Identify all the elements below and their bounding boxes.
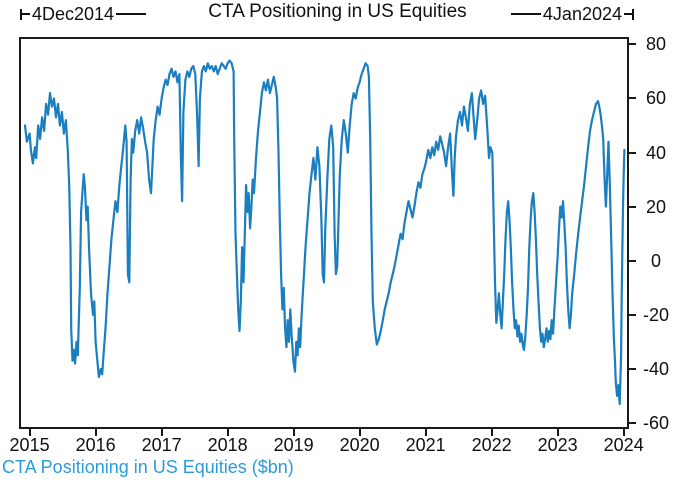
y-axis-tick-label: 40 — [645, 142, 667, 163]
range-start-line — [22, 13, 30, 15]
x-axis-tick — [28, 429, 31, 436]
range-start-cap — [20, 8, 22, 20]
y-axis-tick-label: 80 — [645, 34, 667, 55]
range-end-label: 4Jan2024 — [542, 4, 622, 24]
y-axis-tick — [629, 367, 636, 370]
series-line — [23, 59, 626, 406]
x-axis-tick — [622, 429, 625, 436]
x-axis-tick — [292, 429, 295, 436]
series-line-svg — [23, 59, 626, 406]
x-axis-tick — [424, 429, 427, 436]
x-axis-tick — [94, 429, 97, 436]
x-axis-tick — [556, 429, 559, 436]
range-end-line-tail — [510, 13, 541, 15]
y-axis-tick-label: -60 — [642, 412, 669, 433]
y-axis-tick-label: -20 — [642, 304, 669, 325]
x-axis-tick-label: 2024 — [603, 435, 644, 455]
y-axis-tick-label: 20 — [645, 196, 667, 217]
x-axis-tick-label: 2018 — [207, 435, 248, 455]
range-start-line-tail — [116, 13, 147, 15]
x-axis-tick-label: 2022 — [471, 435, 512, 455]
range-end-cap — [632, 8, 634, 20]
y-axis-tick — [629, 205, 636, 208]
date-range-start-annotation: 4Dec2014 — [20, 4, 147, 24]
y-axis-tick — [629, 421, 636, 424]
y-axis-tick — [629, 151, 636, 154]
y-axis-tick-label: 60 — [645, 88, 667, 109]
y-axis-tick — [629, 313, 636, 316]
plot-area — [19, 37, 629, 429]
y-axis-tick-label: -40 — [642, 358, 669, 379]
x-axis-tick-label: 2023 — [537, 435, 578, 455]
y-axis-tick — [629, 43, 636, 46]
x-axis-tick-label: 2021 — [405, 435, 446, 455]
x-axis-tick-label: 2019 — [273, 435, 314, 455]
x-axis-tick-label: 2016 — [75, 435, 116, 455]
date-range-end-annotation: 4Jan2024 — [510, 4, 634, 24]
chart-title: CTA Positioning in US Equities — [208, 1, 467, 22]
series-caption: CTA Positioning in US Equities ($bn) — [2, 457, 294, 477]
x-axis-tick — [358, 429, 361, 436]
x-axis-tick — [160, 429, 163, 436]
y-axis-tick — [629, 259, 636, 262]
x-axis-tick-label: 2017 — [141, 435, 182, 455]
x-axis-tick — [226, 429, 229, 436]
x-axis-tick-label: 2015 — [9, 435, 50, 455]
y-axis-tick-label: 0 — [650, 250, 661, 271]
range-start-label: 4Dec2014 — [32, 4, 115, 24]
y-axis-tick — [629, 97, 636, 100]
range-end-line — [624, 13, 632, 15]
x-axis-tick-label: 2020 — [339, 435, 380, 455]
x-axis-tick — [490, 429, 493, 436]
